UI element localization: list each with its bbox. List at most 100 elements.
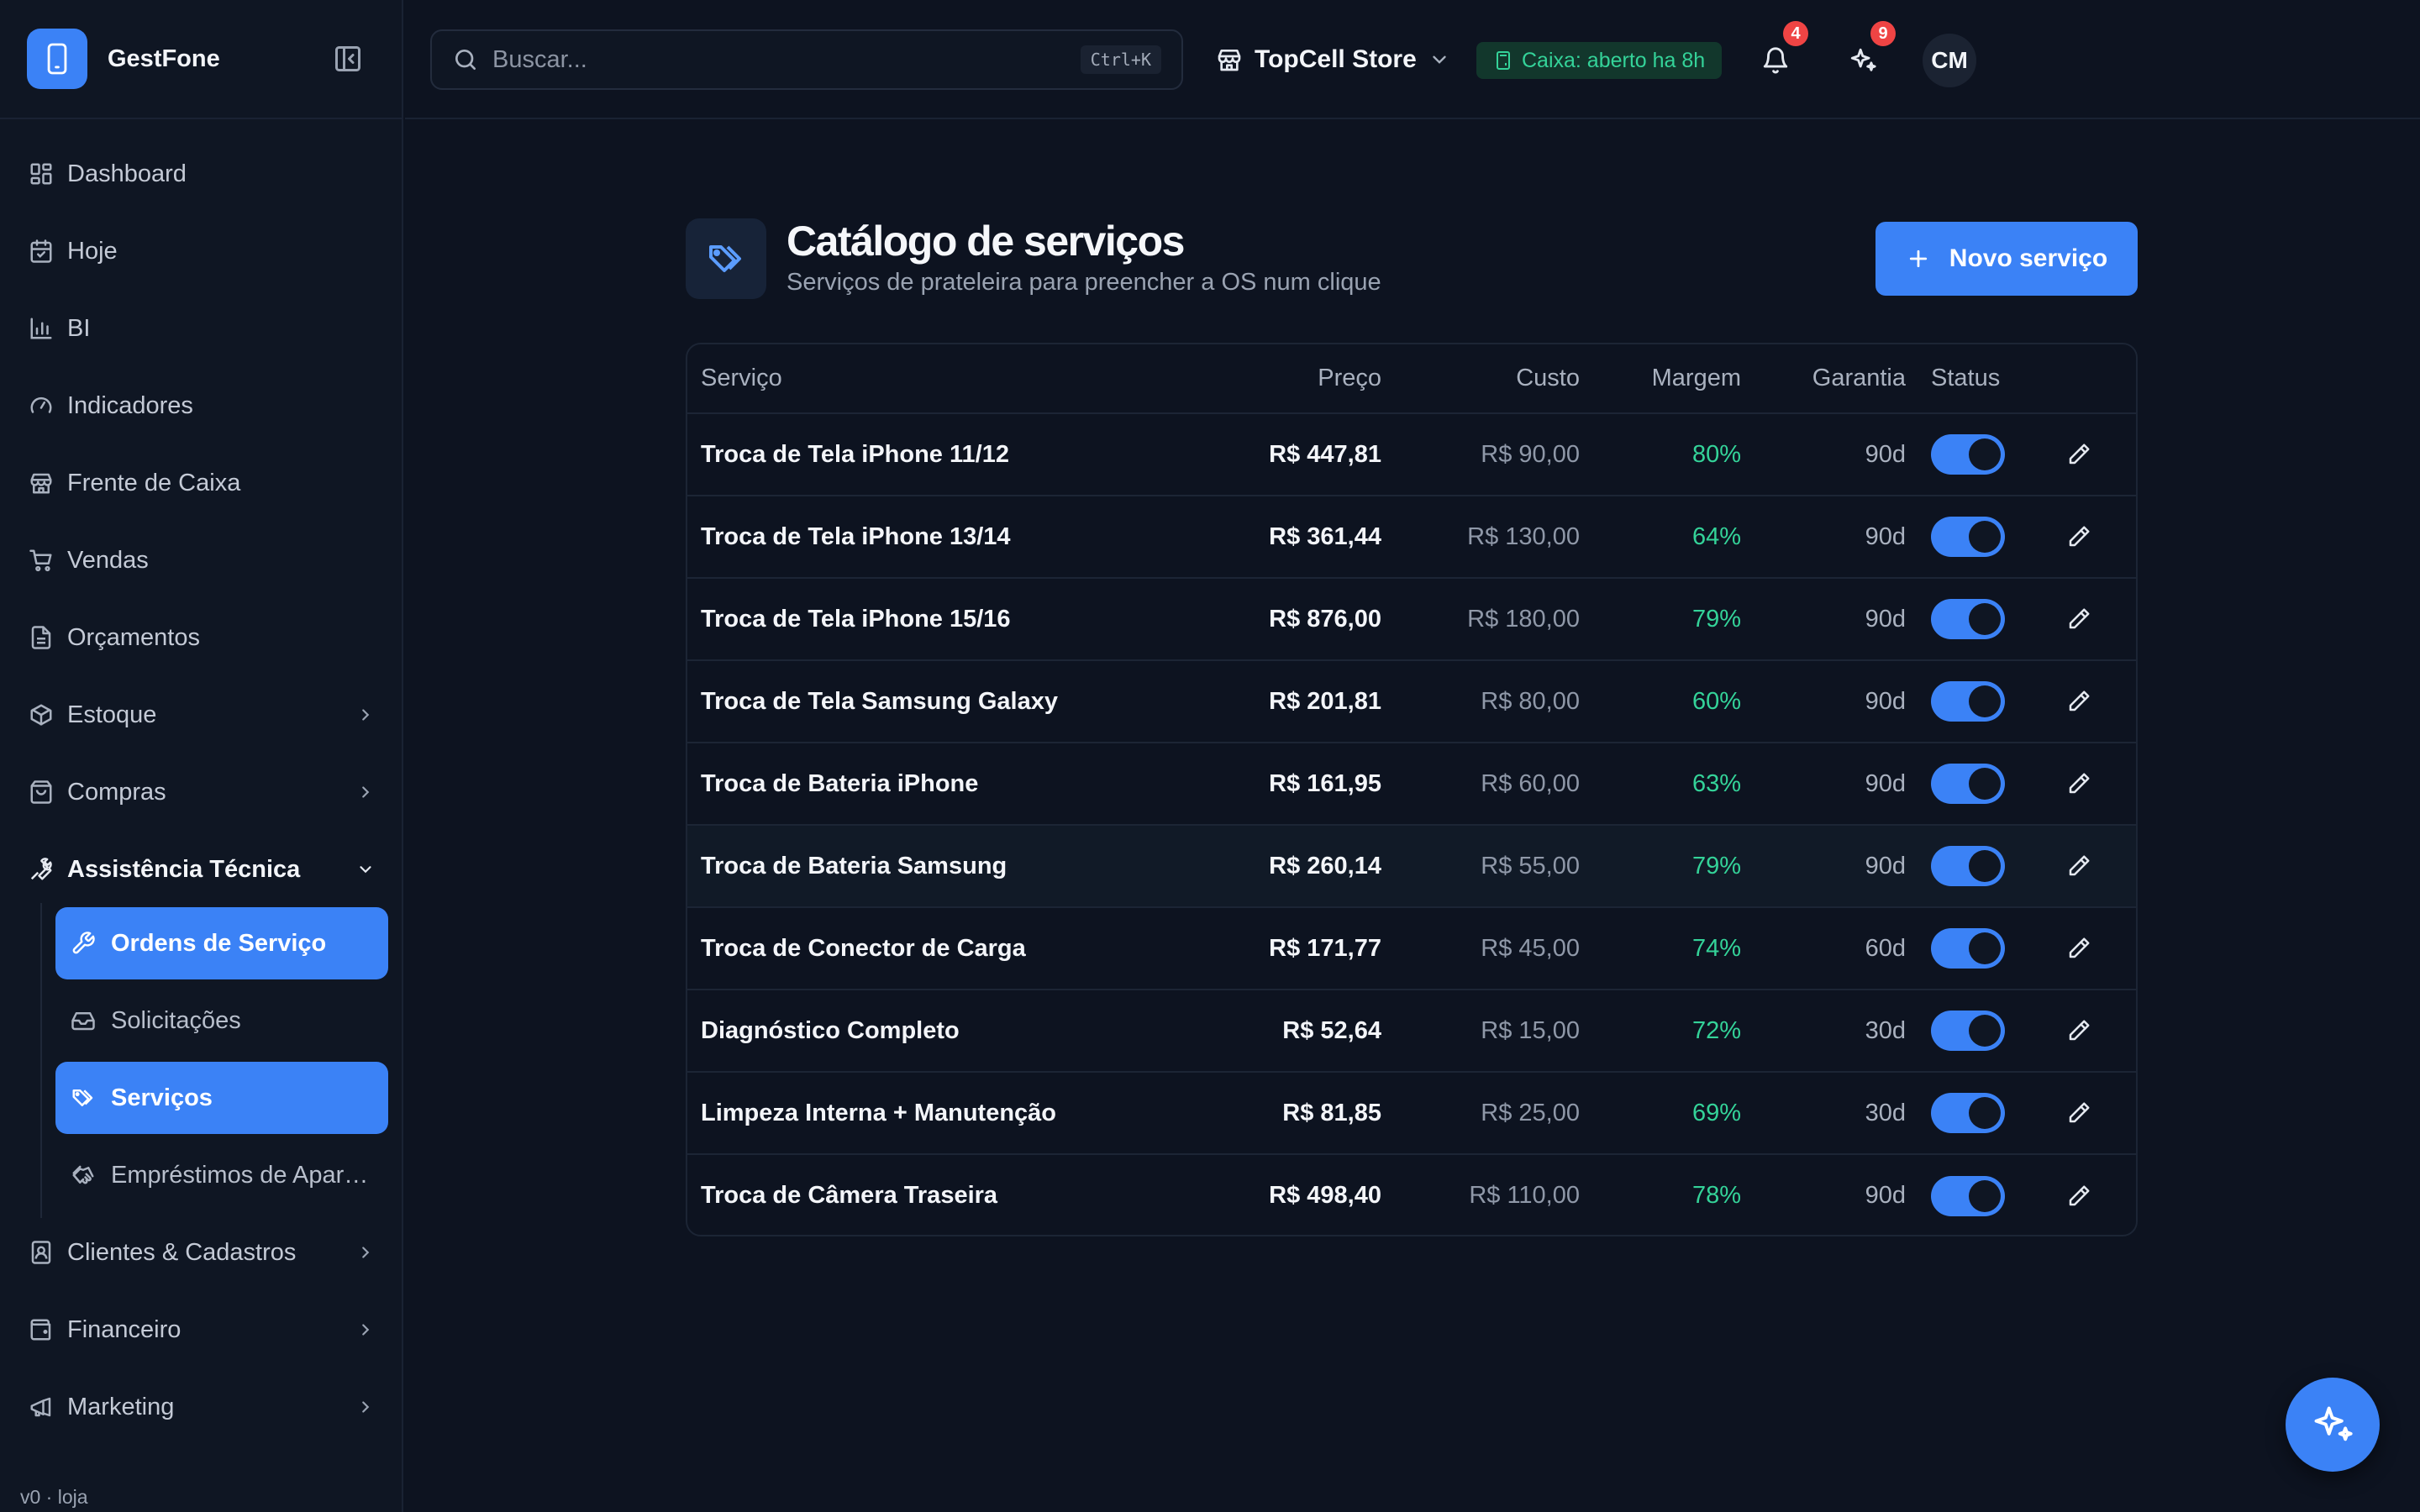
service-warranty: 90d [1741, 825, 1906, 908]
service-warranty: 30d [1741, 1072, 1906, 1155]
service-status-cell [1906, 825, 2018, 908]
sidebar-item-clientes[interactable]: Clientes & Cadastros [27, 1219, 383, 1286]
service-price: R$ 161,95 [1225, 743, 1381, 826]
pencil-icon[interactable] [2059, 1176, 2099, 1216]
sidebar-item-orcamentos[interactable]: Orçamentos [27, 604, 383, 671]
pencil-icon[interactable] [2059, 599, 2099, 639]
sidebar-subitem-emprestimos[interactable]: Empréstimos de Aparelhos [55, 1139, 388, 1211]
status-toggle[interactable] [1931, 1011, 2005, 1051]
search-icon [452, 46, 479, 73]
table-row[interactable]: Troca de Tela iPhone 13/14 R$ 361,44 R$ 13… [687, 496, 2136, 579]
page-subtitle: Serviços de prateleira para preencher a … [786, 269, 1381, 296]
column-header-servico[interactable]: Serviço [687, 344, 1225, 414]
service-warranty: 30d [1741, 990, 1906, 1073]
wrench-icon [27, 855, 55, 884]
service-price: R$ 171,77 [1225, 907, 1381, 990]
service-warranty: 90d [1741, 496, 1906, 579]
pencil-icon[interactable] [2059, 517, 2099, 557]
service-name: Troca de Tela iPhone 13/14 [687, 496, 1225, 579]
notifications-button[interactable]: 4 [1753, 21, 1808, 83]
pencil-icon[interactable] [2059, 1093, 2099, 1133]
cashbox-status-text: Caixa: aberto ha 8h [1522, 48, 1706, 72]
service-price: R$ 260,14 [1225, 825, 1381, 908]
sidebar-item-indicadores[interactable]: Indicadores [27, 372, 383, 439]
table-row[interactable]: Troca de Bateria Samsung R$ 260,14 R$ 55,0… [687, 825, 2136, 908]
sidebar-item-label: Vendas [67, 546, 149, 574]
cashbox-status-badge[interactable]: Caixa: aberto ha 8h [1476, 42, 1723, 79]
wrench-icon [69, 929, 97, 958]
sidebar-subitem-solicitacoes[interactable]: Solicitações [55, 984, 388, 1057]
search-box[interactable]: Ctrl+K [430, 29, 1183, 90]
status-toggle[interactable] [1931, 681, 2005, 722]
table-row[interactable]: Limpeza Interna + Manutenção R$ 81,85 R$ 2… [687, 1072, 2136, 1155]
ai-assistant-button[interactable]: 9 [1840, 21, 1896, 83]
service-price: R$ 876,00 [1225, 578, 1381, 661]
sidebar-item-assistencia-tecnica[interactable]: Assistência Técnica [27, 836, 383, 903]
search-shortcut: Ctrl+K [1080, 45, 1161, 74]
sidebar-item-frente-de-caixa[interactable]: Frente de Caixa [27, 449, 383, 517]
sidebar-item-financeiro[interactable]: Financeiro [27, 1296, 383, 1363]
pencil-icon[interactable] [2059, 764, 2099, 804]
service-name: Troca de Bateria Samsung [687, 825, 1225, 908]
sidebar-item-hoje[interactable]: Hoje [27, 218, 383, 285]
status-toggle[interactable] [1931, 1093, 2005, 1133]
status-toggle[interactable] [1931, 846, 2005, 886]
sidebar-item-estoque[interactable]: Estoque [27, 681, 383, 748]
new-service-button[interactable]: Novo serviço [1876, 222, 2138, 296]
column-header-status[interactable]: Status [1906, 344, 2018, 414]
service-cost: R$ 180,00 [1381, 578, 1580, 661]
pencil-icon[interactable] [2059, 681, 2099, 722]
table-row[interactable]: Troca de Câmera Traseira R$ 498,40 R$ 110,… [687, 1154, 2136, 1235]
chevron-right-icon [353, 702, 378, 727]
submenu-rail [40, 903, 42, 1218]
store-selector[interactable]: TopCell Store [1216, 34, 1450, 86]
pencil-icon[interactable] [2059, 928, 2099, 969]
service-status-cell [1906, 578, 2018, 661]
status-toggle[interactable] [1931, 599, 2005, 639]
column-header-margem[interactable]: Margem [1580, 344, 1741, 414]
service-margin: 78% [1691, 1182, 1741, 1209]
column-header-preco[interactable]: Preço [1225, 344, 1381, 414]
service-actions-cell [2018, 990, 2136, 1073]
service-status-cell [1906, 660, 2018, 743]
sidebar-item-marketing[interactable]: Marketing [27, 1373, 383, 1441]
sidebar-toggle-icon[interactable] [328, 39, 368, 79]
service-actions-cell [2018, 578, 2136, 661]
table-row[interactable]: Troca de Conector de Carga R$ 171,77 R$ 45… [687, 907, 2136, 990]
sidebar-item-vendas[interactable]: Vendas [27, 527, 383, 594]
status-toggle[interactable] [1931, 764, 2005, 804]
status-toggle[interactable] [1931, 517, 2005, 557]
status-toggle[interactable] [1931, 434, 2005, 475]
toggle-knob [1969, 1097, 2001, 1129]
sidebar-subitem-servicos[interactable]: Serviços [55, 1062, 388, 1134]
inbox-icon [69, 1006, 97, 1035]
sidebar-subitem-ordens-de-servico[interactable]: Ordens de Serviço [55, 907, 388, 979]
table-row[interactable]: Diagnóstico Completo R$ 52,64 R$ 15,00 72% 3… [687, 990, 2136, 1073]
pencil-icon[interactable] [2059, 1011, 2099, 1051]
sidebar-item-compras[interactable]: Compras [27, 759, 383, 826]
ai-assistant-fab[interactable] [2286, 1378, 2380, 1472]
status-toggle[interactable] [1931, 1175, 2005, 1216]
service-margin: 72% [1580, 990, 1741, 1073]
table-row[interactable]: Troca de Tela iPhone 11/12 R$ 447,81 R$ 90… [687, 413, 2136, 496]
sidebar: GestFone Dashboard Hoje BI Indicadores F… [0, 0, 403, 1512]
service-actions-cell [2018, 825, 2136, 908]
sidebar-item-bi[interactable]: BI [27, 295, 383, 362]
table-row[interactable]: Troca de Bateria iPhone R$ 161,95 R$ 60,00… [687, 743, 2136, 826]
table-row[interactable]: Troca de Tela Samsung Galaxy R$ 201,81 R$ … [687, 660, 2136, 743]
column-header-garantia[interactable]: Garantia [1741, 344, 1906, 414]
pencil-icon[interactable] [2059, 434, 2099, 475]
service-actions-cell [2018, 743, 2136, 826]
sparkles-icon [1849, 46, 1877, 75]
service-warranty: 90d [1741, 578, 1906, 661]
sidebar-item-dashboard[interactable]: Dashboard [27, 140, 383, 207]
table-row[interactable]: Troca de Tela iPhone 15/16 R$ 876,00 R$ 18… [687, 578, 2136, 661]
column-header-custo[interactable]: Custo [1381, 344, 1580, 414]
bar-chart-icon [27, 314, 55, 343]
search-input[interactable] [492, 45, 1081, 74]
avatar[interactable]: CM [1923, 34, 1976, 87]
chevron-right-icon [353, 1394, 378, 1420]
pencil-icon[interactable] [2059, 846, 2099, 886]
status-toggle[interactable] [1931, 928, 2005, 969]
service-status-cell [1906, 496, 2018, 579]
